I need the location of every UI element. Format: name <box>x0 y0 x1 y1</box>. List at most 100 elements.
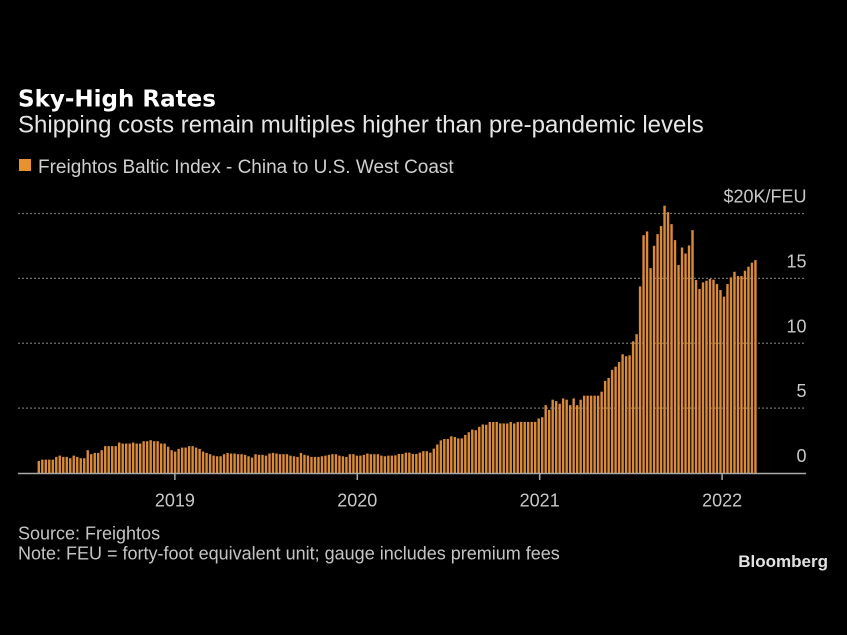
bar <box>677 265 680 473</box>
x-tick-label: 2021 <box>520 491 560 511</box>
bar <box>680 247 684 473</box>
bar <box>443 439 446 473</box>
bar <box>621 354 624 473</box>
bar <box>481 424 484 473</box>
bar <box>666 212 670 473</box>
bar <box>464 434 467 473</box>
bar <box>586 395 589 473</box>
bar <box>292 456 296 473</box>
bar <box>492 422 495 473</box>
bar <box>118 442 121 473</box>
bar <box>754 260 757 473</box>
bar <box>124 443 128 473</box>
bar <box>450 436 453 473</box>
bar <box>582 395 586 473</box>
bar <box>537 418 540 473</box>
bar <box>589 395 593 473</box>
bar <box>104 446 107 473</box>
bar <box>58 455 61 473</box>
bar <box>100 450 103 473</box>
bar <box>121 443 124 473</box>
bar <box>138 443 142 473</box>
bar <box>415 453 418 473</box>
bar <box>530 421 533 473</box>
bar <box>107 446 110 473</box>
bar <box>411 453 415 473</box>
bar <box>471 429 474 473</box>
bar <box>544 405 547 473</box>
bar <box>638 286 642 473</box>
bar <box>149 440 152 473</box>
bar <box>404 452 408 473</box>
bar <box>575 405 579 473</box>
bar <box>184 447 187 473</box>
bar <box>366 453 369 473</box>
bar <box>369 454 373 473</box>
bar <box>152 441 156 473</box>
bar <box>600 391 603 473</box>
bar <box>726 284 729 473</box>
bar <box>51 459 54 473</box>
bar <box>408 452 411 473</box>
bar <box>663 205 666 473</box>
bar <box>261 454 264 473</box>
legend-label: Freightos Baltic Index - China to U.S. W… <box>38 157 454 178</box>
bar <box>509 422 512 473</box>
bar <box>205 452 208 473</box>
bar <box>691 230 694 473</box>
bar <box>610 369 614 473</box>
bar <box>729 277 733 473</box>
bar <box>338 455 341 473</box>
bar <box>439 440 443 473</box>
bar <box>320 456 324 473</box>
gridlines <box>18 212 806 409</box>
bar <box>603 380 607 473</box>
bar <box>733 271 736 473</box>
bar <box>177 448 180 473</box>
bar <box>565 399 568 473</box>
bar <box>436 444 439 473</box>
bar <box>656 234 659 473</box>
bar <box>233 453 236 473</box>
bar <box>534 421 537 473</box>
bar <box>743 270 747 473</box>
bar <box>394 455 397 473</box>
bar <box>324 455 327 473</box>
bar <box>285 454 289 473</box>
bar <box>187 446 191 473</box>
bar <box>485 424 488 473</box>
bar <box>719 290 722 473</box>
bar <box>236 454 240 473</box>
bar <box>159 443 163 473</box>
bar <box>180 447 184 473</box>
x-tick-label: 2020 <box>337 491 377 511</box>
bar <box>593 395 596 473</box>
bar <box>554 401 558 473</box>
bar <box>289 455 292 473</box>
bar <box>376 454 380 473</box>
bar <box>670 224 673 473</box>
bar <box>397 453 401 473</box>
bar <box>740 276 743 473</box>
bar <box>114 446 117 473</box>
bar <box>642 235 645 473</box>
bar <box>649 268 652 473</box>
bar <box>390 455 394 473</box>
bar <box>362 454 366 473</box>
bar <box>348 454 352 473</box>
bar <box>422 451 425 473</box>
bar <box>62 456 65 473</box>
bar <box>698 289 701 473</box>
y-tick-label: 0 <box>796 446 806 466</box>
bar <box>37 460 40 473</box>
bar <box>83 458 86 473</box>
bar <box>715 284 719 473</box>
bar <box>645 231 649 473</box>
bar <box>387 455 390 473</box>
bar <box>684 253 687 473</box>
bar <box>243 454 247 473</box>
bar <box>457 438 460 473</box>
bar <box>747 266 750 473</box>
bar <box>257 454 261 473</box>
bar <box>219 456 222 473</box>
